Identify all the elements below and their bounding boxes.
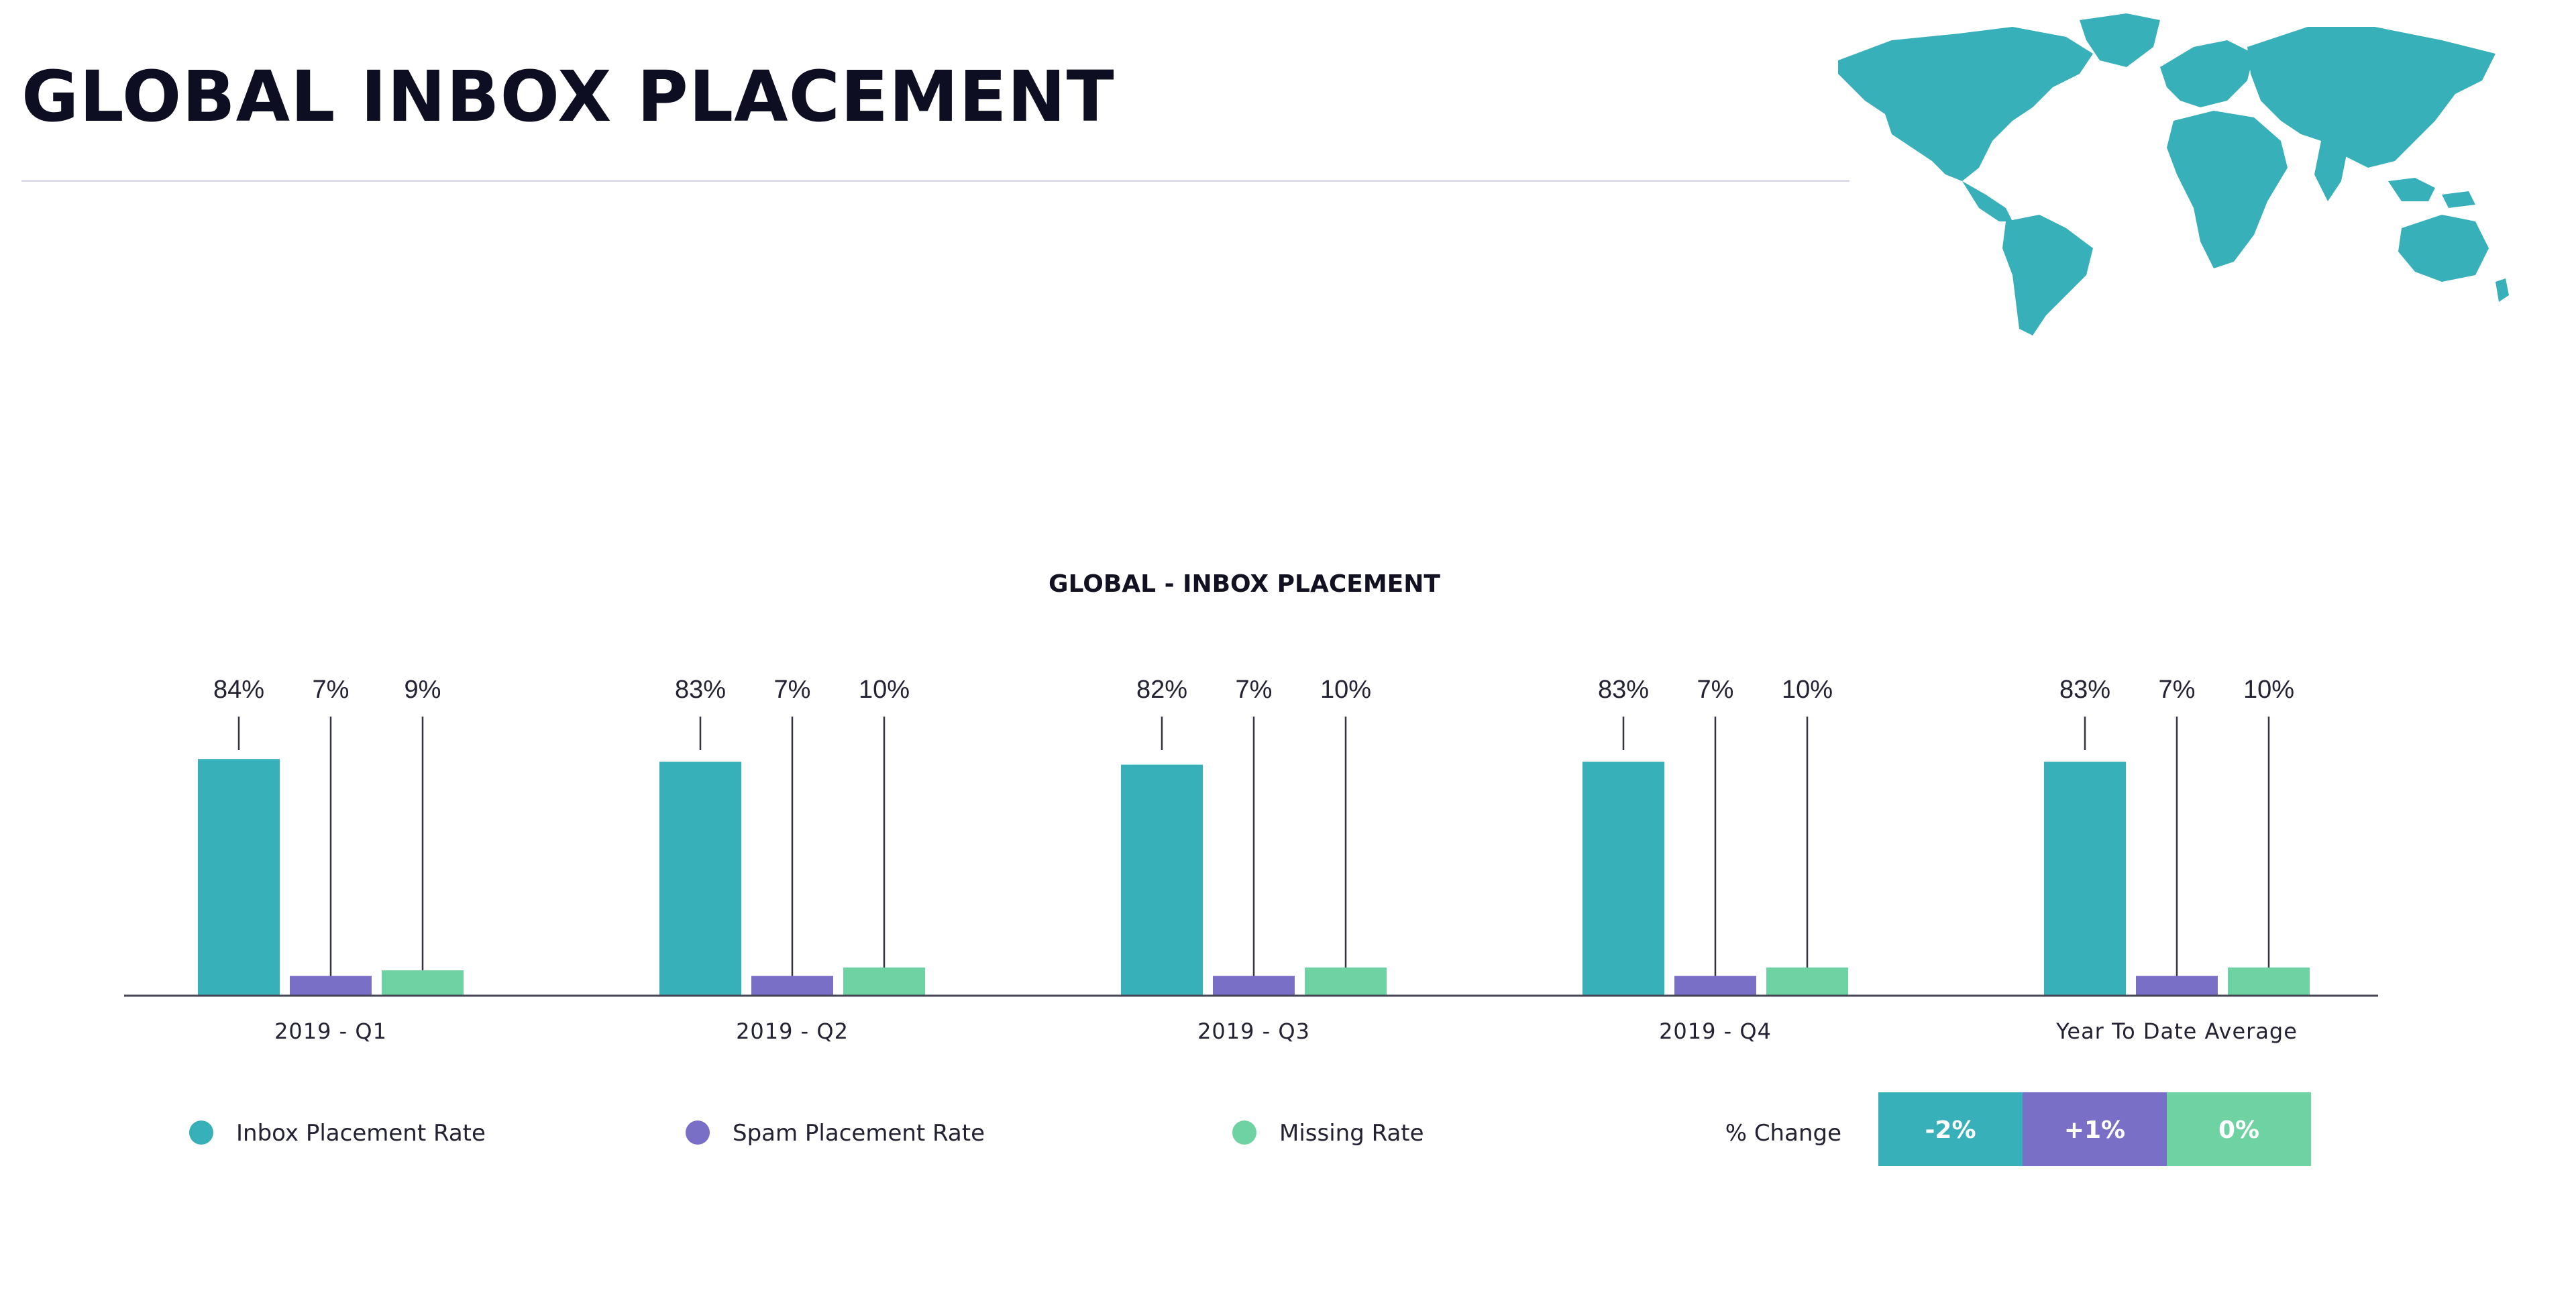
data-label: 83% (675, 676, 726, 704)
bar-missing (382, 970, 464, 996)
bar-inbox (1582, 762, 1664, 996)
category-label: 2019 - Q4 (1659, 1019, 1772, 1044)
data-label: 82% (1136, 676, 1187, 704)
data-label: 84% (213, 676, 264, 704)
data-label: 7% (2159, 676, 2196, 704)
bar-inbox (2044, 762, 2126, 996)
bar-spam (1674, 976, 1756, 996)
category-label: Year To Date Average (2055, 1019, 2298, 1044)
data-label: 10% (859, 676, 910, 704)
legend-swatch (1232, 1120, 1256, 1145)
change-value: -2% (1925, 1116, 1976, 1144)
bar-missing (1766, 968, 1848, 996)
legend-swatch (686, 1120, 710, 1145)
change-box (2023, 1092, 2167, 1166)
bar-spam (290, 976, 372, 996)
data-label: 10% (1782, 676, 1833, 704)
change-label: % Change (1725, 1120, 1841, 1147)
page-title: GLOBAL INBOX PLACEMENT (21, 56, 1115, 138)
data-label: 7% (313, 676, 350, 704)
bar-missing (843, 968, 925, 996)
data-label: 7% (1236, 676, 1273, 704)
change-value: 0% (2218, 1116, 2259, 1144)
data-label: 7% (1697, 676, 1734, 704)
legend-swatch (189, 1120, 213, 1145)
data-label: 83% (1598, 676, 1649, 704)
chart-title: GLOBAL - INBOX PLACEMENT (1049, 570, 1440, 598)
bar-spam (2136, 976, 2218, 996)
change-box (2167, 1092, 2311, 1166)
legend-label: Inbox Placement Rate (236, 1120, 486, 1147)
bar-spam (751, 976, 833, 996)
legend-label: Missing Rate (1279, 1120, 1424, 1147)
bar-missing (1305, 968, 1387, 996)
change-value: +1% (2064, 1116, 2125, 1144)
data-label: 10% (1320, 676, 1371, 704)
data-label: 7% (774, 676, 811, 704)
percent-change: % Change -2% +1% 0% (1725, 1092, 2311, 1166)
category-label: 2019 - Q2 (736, 1019, 849, 1044)
data-label: 10% (2243, 676, 2294, 704)
category-label: 2019 - Q3 (1197, 1019, 1310, 1044)
data-label: 9% (405, 676, 441, 704)
bar-inbox (659, 762, 741, 996)
data-label: 83% (2059, 676, 2110, 704)
category-label: 2019 - Q1 (274, 1019, 387, 1044)
plot-area: 84% 7% 9% 2019 - Q1 83% 7% 10% 2019 - Q2 82% 7% 10… (198, 676, 2310, 1044)
legend: Inbox Placement Rate Spam Placement Rate M… (189, 1120, 1424, 1147)
bar-inbox (1121, 764, 1203, 996)
bar-missing (2228, 968, 2310, 996)
bar-inbox (198, 759, 280, 996)
legend-label: Spam Placement Rate (733, 1120, 985, 1147)
title-divider (21, 180, 1849, 182)
change-box (1878, 1092, 2023, 1166)
world-map-icon (1838, 13, 2509, 335)
bar-spam (1213, 976, 1295, 996)
